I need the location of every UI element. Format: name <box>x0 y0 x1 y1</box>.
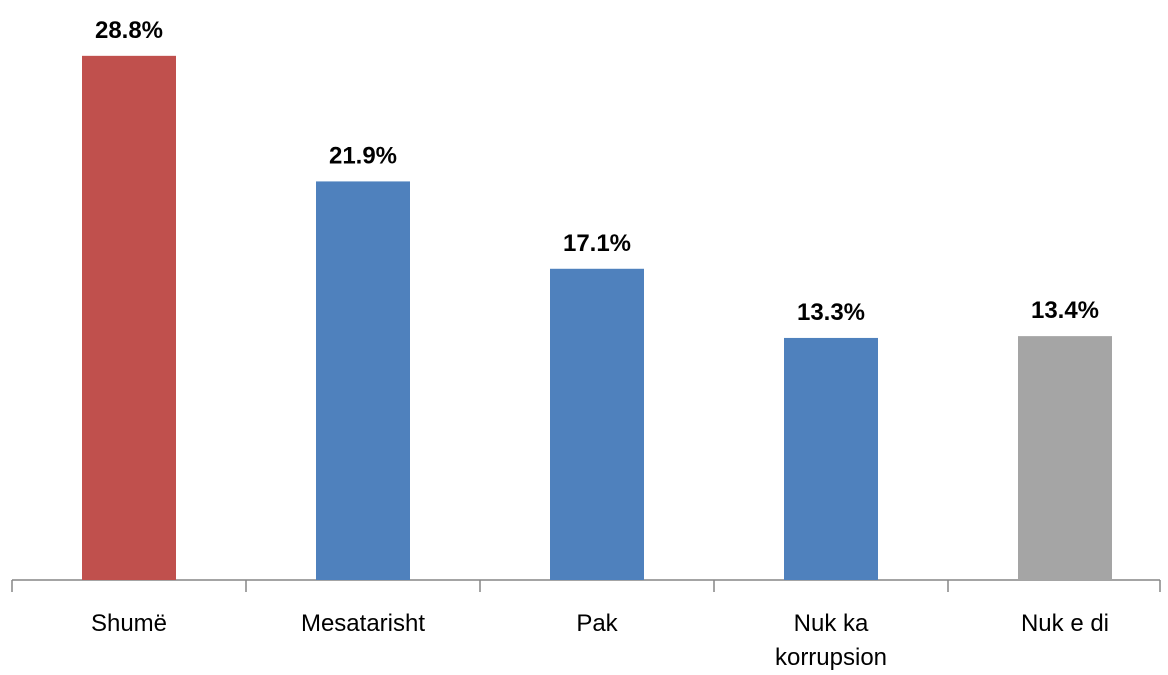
bar <box>784 337 878 580</box>
value-label: 28.8% <box>95 17 163 44</box>
value-label: 13.4% <box>1031 297 1099 324</box>
bar <box>316 181 410 581</box>
bar <box>82 55 176 580</box>
value-label: 21.9% <box>329 142 397 169</box>
x-tick-label: Nuk ka korrupsion <box>774 610 888 671</box>
x-tick-label: Nuk e di <box>1020 610 1110 637</box>
x-tick-label: Pak <box>576 610 618 637</box>
value-label: 17.1% <box>563 230 631 257</box>
value-label: 13.3% <box>797 299 865 326</box>
bar <box>550 268 644 580</box>
x-tick-label: Shumë <box>90 610 168 637</box>
x-tick-label: Mesatarisht <box>300 610 426 637</box>
bar <box>1018 336 1112 580</box>
